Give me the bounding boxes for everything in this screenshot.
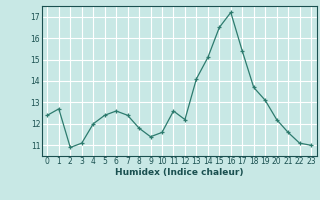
X-axis label: Humidex (Indice chaleur): Humidex (Indice chaleur) xyxy=(115,168,244,177)
